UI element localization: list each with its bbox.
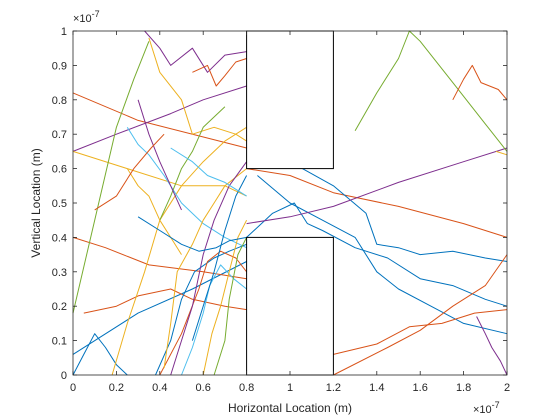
trajectory-line-6: [72, 333, 128, 376]
x-tick-label: 1.8: [456, 382, 471, 394]
trajectories-layer: [72, 30, 508, 376]
trajectory-line-14: [159, 106, 226, 221]
y-tick-label: 0.5: [52, 198, 67, 210]
y-tick-label: 0.1: [52, 336, 67, 348]
trajectory-line-27: [246, 168, 508, 238]
x-tick-label: 1: [287, 382, 293, 394]
trajectory-line-32: [333, 254, 508, 376]
trajectory-line-31: [246, 147, 508, 225]
x-axis: 0 0.2 0.4 0.6 0.8 1 1.2 1.4 1.6 1.8 2: [70, 31, 510, 394]
trajectory-line-9: [126, 127, 247, 249]
plot-area: [72, 30, 508, 376]
x-tick-label: 2: [504, 382, 510, 394]
trajectory-line-36: [476, 316, 508, 376]
y-axis-title: Vertical Location (m): [29, 148, 43, 257]
y-axis: 0 0.1 0.2 0.3 0.4 0.5 0.6 0.7 0.8 0.9 1: [52, 26, 507, 382]
x-tick-label: 0.2: [109, 382, 124, 394]
x-tick-label: 0.6: [196, 382, 211, 394]
trajectory-line-33: [333, 309, 508, 355]
y-exponent-power: -7: [92, 9, 100, 19]
y-tick-label: 0.7: [52, 129, 67, 141]
trajectory-line-13: [159, 250, 247, 376]
x-tick-label: 0.8: [239, 382, 254, 394]
trajectory-line-5: [72, 41, 150, 314]
trajectory-line-7: [83, 288, 247, 314]
trajectory-line-8: [111, 126, 247, 376]
trajectory-line-22: [170, 147, 247, 197]
x-exponent-label: ×10-7: [473, 400, 500, 416]
trajectory-line-2: [72, 236, 247, 280]
y-exponent-base: ×10: [73, 13, 92, 25]
x-exponent-power: -7: [492, 400, 500, 410]
trajectory-line-23: [126, 168, 182, 255]
trajectory-line-18: [191, 175, 248, 341]
trajectory-line-25: [94, 133, 165, 211]
trajectory-line-1: [72, 261, 247, 355]
y-exponent-label: ×10-7: [73, 9, 100, 25]
trajectory-line-29: [289, 161, 508, 262]
trajectory-line-35: [452, 64, 508, 101]
trajectory-line-30: [257, 175, 508, 335]
y-tick-label: 0.4: [52, 232, 67, 244]
trajectory-line-16: [170, 161, 248, 376]
trajectory-line-28: [246, 202, 508, 307]
x-tick-label: 0: [70, 382, 76, 394]
trajectory-line-21: [213, 237, 248, 376]
y-tick-label: 0.3: [52, 267, 67, 279]
trajectory-line-11: [148, 37, 247, 142]
wall-block-1: [246, 236, 334, 376]
trajectory-line-3: [72, 85, 247, 152]
x-axis-title: Horizontal Location (m): [228, 401, 352, 415]
y-tick-label: 0: [61, 370, 67, 382]
trajectory-line-34: [354, 30, 508, 152]
x-tick-label: 0.4: [152, 382, 167, 394]
y-tick-label: 0.9: [52, 60, 67, 72]
trajectory-line-26: [137, 216, 247, 252]
x-tick-label: 1.6: [413, 382, 428, 394]
x-exponent-base: ×10: [473, 404, 492, 416]
y-tick-label: 1: [61, 26, 67, 38]
x-tick-label: 1.4: [369, 382, 384, 394]
y-tick-label: 0.6: [52, 164, 67, 176]
y-tick-label: 0.8: [52, 95, 67, 107]
trajectory-line-0: [72, 92, 247, 149]
trajectory-line-24: [137, 99, 182, 211]
trajectory-line-12: [155, 243, 247, 376]
trajectory-line-20: [202, 219, 248, 376]
trajectory-line-37: [495, 150, 508, 156]
x-tick-label: 1.2: [326, 382, 341, 394]
trajectory-line-19: [192, 58, 247, 87]
trajectory-line-15: [163, 168, 247, 369]
trajectory-line-10: [144, 30, 247, 73]
walls-layer: [246, 30, 334, 376]
y-tick-label: 0.2: [52, 301, 67, 313]
wall-block-0: [246, 30, 334, 170]
